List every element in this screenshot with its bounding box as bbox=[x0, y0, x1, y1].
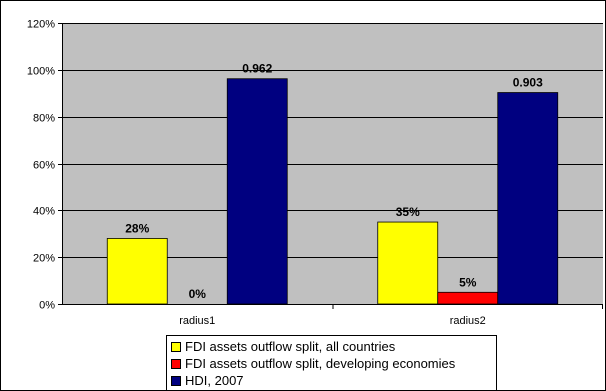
bar bbox=[497, 92, 559, 305]
y-tick-label: 100% bbox=[27, 66, 55, 78]
legend-swatch-fdi-all bbox=[171, 341, 181, 352]
bar bbox=[226, 78, 288, 305]
legend-label-hdi: HDI, 2007 bbox=[185, 373, 244, 388]
legend-item-fdi-all: FDI assets outflow split, all countries bbox=[171, 338, 496, 355]
legend-label-fdi-all: FDI assets outflow split, all countries bbox=[185, 339, 396, 354]
bar bbox=[377, 221, 439, 305]
legend-swatch-fdi-developing bbox=[171, 358, 181, 369]
data-label: 5% bbox=[459, 275, 477, 289]
data-label: 0.903 bbox=[513, 76, 543, 90]
legend-item-fdi-developing: FDI assets outflow split, developing eco… bbox=[171, 355, 496, 372]
legend-swatch-hdi bbox=[171, 375, 181, 386]
y-tick-label: 60% bbox=[33, 160, 55, 172]
data-label: 0% bbox=[189, 287, 207, 301]
data-label: 28% bbox=[125, 221, 149, 235]
legend-label-fdi-developing: FDI assets outflow split, developing eco… bbox=[185, 356, 456, 371]
y-tick-label: 80% bbox=[33, 113, 55, 125]
data-label: 0.962 bbox=[242, 62, 272, 76]
bar bbox=[106, 238, 168, 305]
x-tick-label: radius2 bbox=[450, 315, 486, 327]
legend-item-hdi: HDI, 2007 bbox=[171, 372, 496, 389]
y-tick-label: 40% bbox=[33, 206, 55, 218]
y-tick-label: 20% bbox=[33, 253, 55, 265]
x-tick-label: radius1 bbox=[179, 315, 215, 327]
y-tick-label: 0% bbox=[39, 300, 55, 312]
legend: FDI assets outflow split, all countries … bbox=[166, 335, 497, 391]
bar bbox=[437, 291, 499, 305]
y-tick-label: 120% bbox=[27, 19, 55, 31]
data-label: 35% bbox=[396, 205, 420, 219]
